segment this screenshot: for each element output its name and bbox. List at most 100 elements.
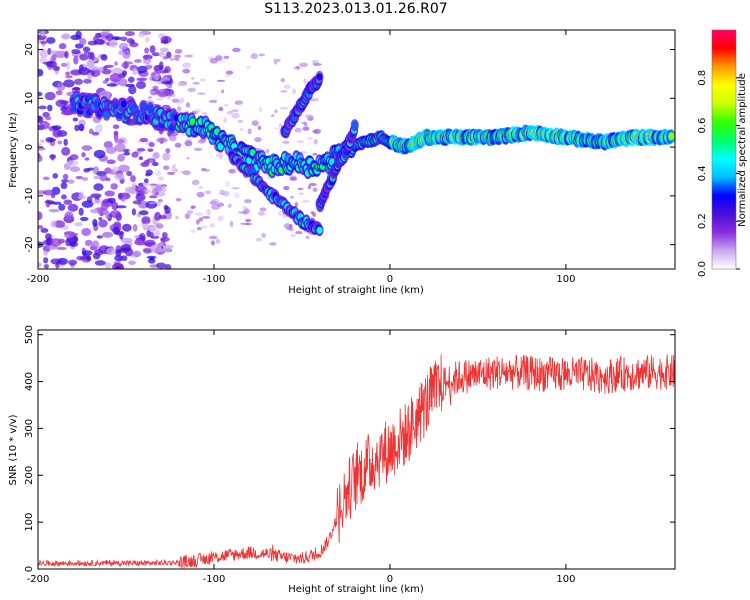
spectrogram-cell: [60, 181, 68, 190]
spectrogram-cell: [43, 257, 49, 264]
snr-line: [38, 354, 675, 569]
spectrogram-cell: [306, 136, 313, 141]
spectrogram-cell: [114, 143, 126, 153]
spectrogram-cell: [149, 159, 153, 164]
spectrogram-cell: [294, 127, 302, 133]
spectrogram-cell: [38, 105, 47, 110]
spectrogram-cell: [83, 168, 90, 173]
spectrogram-cell: [150, 71, 158, 77]
spectrogram-cell: [234, 100, 244, 105]
spectrogram-cell: [279, 107, 289, 110]
spectrogram-cell: [227, 203, 232, 208]
spectrogram-cell: [152, 85, 159, 90]
spectrogram-cell: [83, 78, 92, 84]
spectrogram-ytick-label: 20: [24, 43, 35, 56]
spectrogram-cell: [209, 200, 218, 206]
spectrogram-cell: [39, 121, 50, 130]
spectrogram-cell: [175, 198, 182, 202]
spectrogram-cell: [196, 226, 202, 231]
spectrogram-cell: [67, 259, 78, 266]
spectrogram-cell: [172, 163, 176, 169]
spectrogram-cell: [61, 110, 74, 116]
spectrogram-cell: [225, 181, 230, 188]
spectrogram-cell: [134, 239, 143, 245]
spectrogram-cell: [124, 31, 136, 37]
spectrogram-cell: [234, 192, 240, 199]
spectrogram-cell: [221, 89, 225, 94]
spectrogram-cell: [249, 149, 256, 157]
spectrogram-cell: [216, 79, 226, 82]
spectrogram-cell: [293, 66, 301, 70]
spectrogram-cell: [138, 210, 149, 216]
spectrogram-cell: [218, 60, 226, 63]
spectrogram-cell: [87, 51, 93, 60]
spectrogram-cell: [114, 61, 119, 66]
spectrogram-cell: [64, 211, 74, 220]
spectrogram-cell: [244, 199, 252, 204]
spectrogram-cell: [189, 118, 196, 126]
spectrogram-cell: [40, 227, 49, 233]
spectrogram-cell: [78, 123, 85, 132]
spectrogram-cell: [302, 126, 310, 131]
spectrogram-cell: [93, 183, 104, 191]
spectrogram-cell: [261, 232, 266, 238]
spectrogram-cell: [309, 98, 319, 102]
spectrogram-cell: [247, 128, 252, 135]
spectrogram-cell: [62, 173, 69, 180]
spectrogram-cell: [273, 127, 282, 130]
spectrogram-cell: [115, 205, 127, 209]
spectrogram-cell: [297, 187, 304, 190]
spectrogram-cell: [94, 260, 106, 266]
spectrogram-cell: [115, 249, 122, 257]
spectrogram-cell: [196, 191, 205, 198]
spectrogram-cell: [160, 70, 167, 74]
spectrogram-cell: [175, 215, 179, 220]
snr-ytick-label: 300: [24, 419, 35, 438]
spectrogram-cell: [71, 49, 81, 55]
snr-ytick-label: 500: [24, 325, 35, 344]
spectrogram-cell: [144, 64, 153, 70]
spectrogram-cell: [668, 132, 675, 141]
spectrogram-cell: [245, 222, 252, 226]
spectrogram-cell: [79, 216, 89, 222]
spectrogram-cell: [186, 209, 194, 215]
spectrogram-cell: [114, 138, 125, 144]
spectrogram-cell: [219, 190, 227, 194]
spectrogram-cell: [148, 142, 155, 148]
spectrogram-cell: [96, 235, 103, 239]
snr-ylabel: SNR (10 * v/v): [8, 414, 19, 485]
spectrogram-cell: [171, 98, 180, 103]
spectrogram-cell: [104, 262, 112, 269]
spectrogram-cell: [135, 193, 146, 202]
spectrogram-cell: [38, 68, 44, 77]
spectrogram-cell: [149, 232, 154, 238]
spectrogram-cell: [182, 133, 186, 137]
spectrogram-cell: [161, 80, 173, 85]
spectrogram-cell: [150, 90, 156, 96]
spectrogram-cell: [103, 111, 110, 119]
spectrogram-cell: [84, 157, 90, 161]
spectrogram-cell: [87, 72, 93, 80]
spectrogram-cell: [100, 54, 108, 61]
spectrogram-cell: [147, 148, 154, 152]
spectrogram-cell: [237, 119, 244, 123]
spectrogram-cell: [122, 49, 131, 59]
spectrogram-cell: [166, 95, 171, 100]
spectrogram-cell: [75, 30, 82, 39]
spectrogram-cell: [149, 45, 156, 54]
spectrogram-cell: [48, 208, 60, 213]
spectrogram-cell: [209, 99, 218, 103]
spectrogram-cell: [65, 75, 73, 79]
spectrogram-cell: [298, 192, 305, 195]
spectrogram-cell: [225, 70, 234, 75]
spectrogram-cell: [191, 205, 196, 209]
spectrogram-cell: [50, 154, 55, 161]
spectrogram-cell: [280, 90, 288, 93]
spectrogram-cell: [66, 160, 79, 167]
spectrogram-cell: [142, 248, 153, 254]
spectrogram-cell: [91, 208, 99, 213]
spectrogram-cell: [99, 173, 108, 182]
spectrogram-cell: [81, 250, 93, 256]
spectrogram-cell: [61, 147, 71, 156]
spectrogram-cell: [144, 36, 150, 43]
